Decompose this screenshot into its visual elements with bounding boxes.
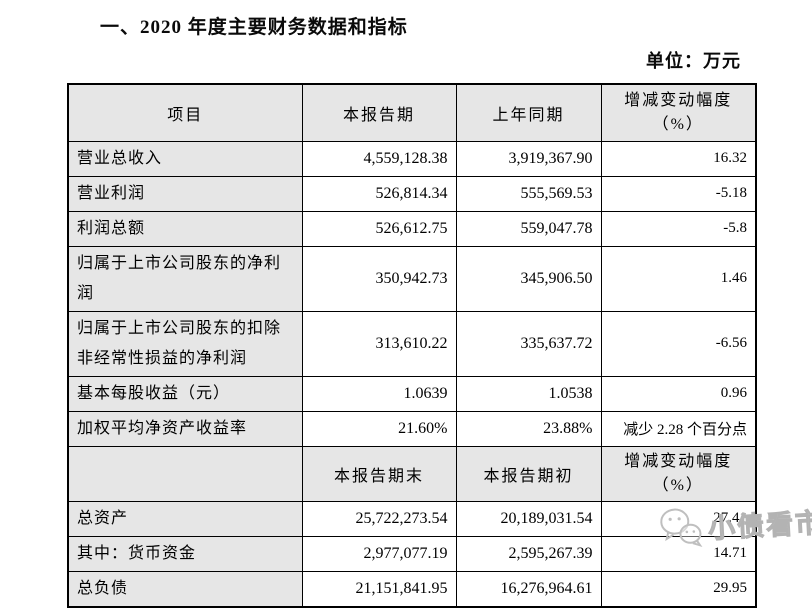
- current-period-cell: 526,814.34: [301, 175, 457, 212]
- subheader-change-line2: （%）: [652, 476, 704, 494]
- table-row: 总资产 25,722,273.54 20,189,031.54 27.41: [67, 500, 757, 537]
- prior-period-cell: 345,906.50: [455, 245, 602, 312]
- current-period-cell: 21,151,841.95: [301, 570, 457, 607]
- table-row: 总负债 21,151,841.95 16,276,964.61 29.95: [67, 570, 757, 607]
- prior-period-cell: 16,276,964.61: [455, 570, 602, 607]
- column-header-prior-period: 上年同期: [455, 83, 602, 142]
- row-label-cell: 归属于上市公司股东的扣除非经常性损益的净利润: [67, 310, 303, 377]
- unit-label: 单位：万元: [646, 51, 741, 71]
- change-cell: 减少 2.28 个百分点: [600, 410, 757, 447]
- table-row: 利润总额 526,612.75 559,047.78 -5.8: [67, 210, 757, 247]
- current-period-cell: 4,559,128.38: [301, 140, 457, 177]
- change-cell: -5.8: [600, 210, 757, 247]
- table-row: 营业利润 526,814.34 555,569.53 -5.18: [67, 175, 757, 212]
- subheader-change: 增减变动幅度 （%）: [600, 445, 757, 502]
- financial-table: 项目 本报告期 上年同期 增减变动幅度 （%） 营业总收入 4,559,128.…: [67, 83, 757, 608]
- column-header-change-line2: （%）: [652, 115, 704, 133]
- prior-period-cell: 20,189,031.54: [455, 500, 602, 537]
- table-header-row: 项目 本报告期 上年同期 增减变动幅度 （%）: [67, 83, 757, 142]
- table-subheader-row: 本报告期末 本报告期初 增减变动幅度 （%）: [67, 445, 757, 502]
- change-cell: 27.41: [600, 500, 757, 537]
- subheader-period-start: 本报告期初: [455, 445, 602, 502]
- change-cell: -5.18: [600, 175, 757, 212]
- table-row: 加权平均净资产收益率 21.60% 23.88% 减少 2.28 个百分点: [67, 410, 757, 447]
- row-label-cell: 总资产: [67, 500, 303, 537]
- row-label-cell: 利润总额: [67, 210, 303, 247]
- change-cell: 14.71: [600, 535, 757, 572]
- subheader-empty-cell: [67, 445, 303, 502]
- current-period-cell: 526,612.75: [301, 210, 457, 247]
- column-header-item: 项目: [67, 83, 303, 142]
- table-row: 归属于上市公司股东的扣除非经常性损益的净利润 313,610.22 335,63…: [67, 310, 757, 377]
- table-row: 其中：货币资金 2,977,077.19 2,595,267.39 14.71: [67, 535, 757, 572]
- row-label-cell: 营业利润: [67, 175, 303, 212]
- prior-period-cell: 335,637.72: [455, 310, 602, 377]
- column-header-change-line1: 增减变动幅度: [624, 91, 733, 109]
- row-label-cell: 基本每股收益（元）: [67, 375, 303, 412]
- page-title: 一、2020 年度主要财务数据和指标: [100, 17, 408, 38]
- prior-period-cell: 1.0538: [455, 375, 602, 412]
- document-page: 一、2020 年度主要财务数据和指标 单位：万元 项目 本报告期 上年同期 增减…: [67, 17, 812, 608]
- current-period-cell: 313,610.22: [301, 310, 457, 377]
- current-period-cell: 2,977,077.19: [301, 535, 457, 572]
- change-cell: 1.46: [600, 245, 757, 312]
- prior-period-cell: 555,569.53: [455, 175, 602, 212]
- row-label-cell: 加权平均净资产收益率: [67, 410, 303, 447]
- row-label-cell: 归属于上市公司股东的净利润: [67, 245, 303, 312]
- table-row: 归属于上市公司股东的净利润 350,942.73 345,906.50 1.46: [67, 245, 757, 312]
- prior-period-cell: 2,595,267.39: [455, 535, 602, 572]
- column-header-change: 增减变动幅度 （%）: [600, 83, 757, 142]
- current-period-cell: 21.60%: [301, 410, 457, 447]
- subheader-change-line1: 增减变动幅度: [624, 452, 733, 470]
- row-label-cell: 其中：货币资金: [67, 535, 303, 572]
- row-label-cell: 总负债: [67, 570, 303, 607]
- change-cell: 16.32: [600, 140, 757, 177]
- prior-period-cell: 559,047.78: [455, 210, 602, 247]
- table-row: 营业总收入 4,559,128.38 3,919,367.90 16.32: [67, 140, 757, 177]
- table-row: 基本每股收益（元） 1.0639 1.0538 0.96: [67, 375, 757, 412]
- change-cell: 0.96: [600, 375, 757, 412]
- column-header-current-period: 本报告期: [301, 83, 457, 142]
- prior-period-cell: 23.88%: [455, 410, 602, 447]
- current-period-cell: 350,942.73: [301, 245, 457, 312]
- change-cell: 29.95: [600, 570, 757, 607]
- row-label-cell: 营业总收入: [67, 140, 303, 177]
- prior-period-cell: 3,919,367.90: [455, 140, 602, 177]
- change-cell: -6.56: [600, 310, 757, 377]
- current-period-cell: 1.0639: [301, 375, 457, 412]
- current-period-cell: 25,722,273.54: [301, 500, 457, 537]
- subheader-period-end: 本报告期末: [301, 445, 457, 502]
